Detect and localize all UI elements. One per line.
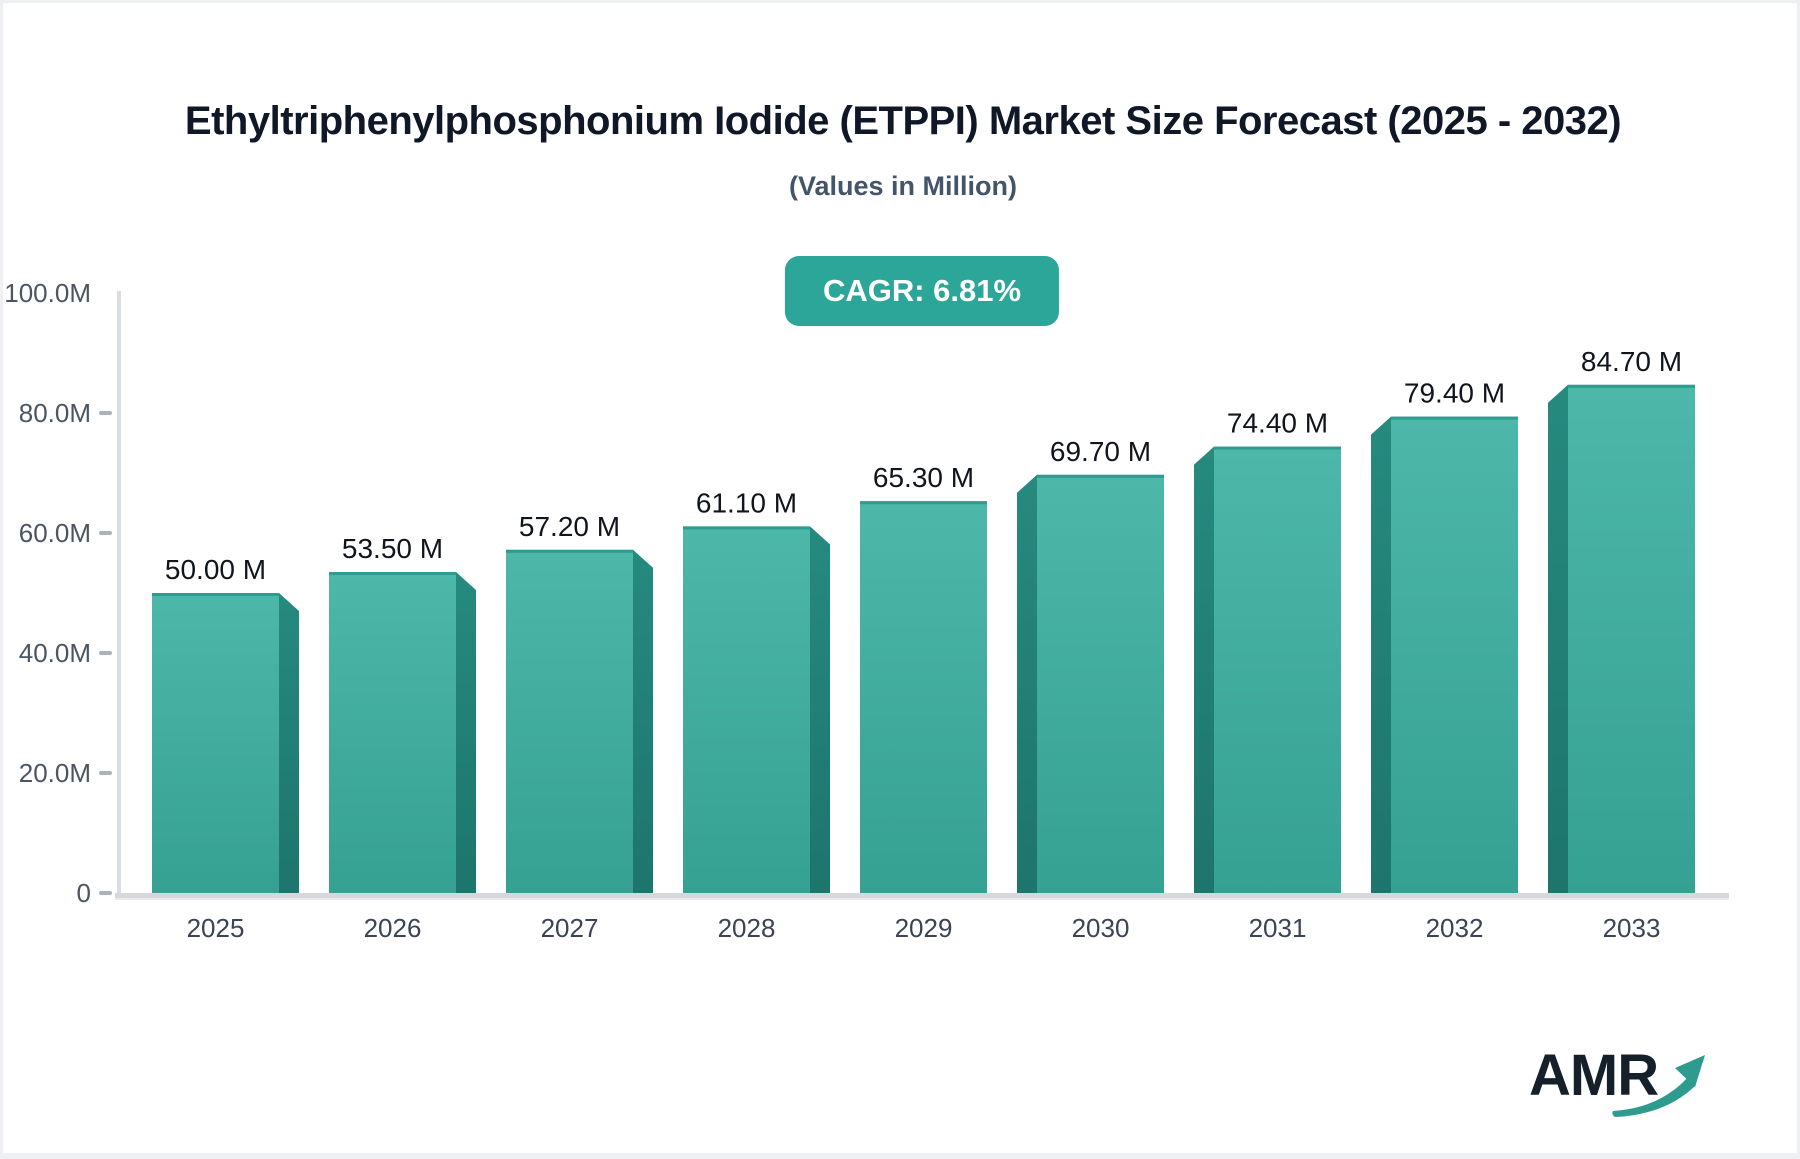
y-tick-dash [99, 651, 112, 655]
y-tick-label: 40.0M [19, 638, 91, 668]
bar-value-label: 61.10 M [696, 487, 797, 518]
bar-value-label: 84.70 M [1581, 346, 1682, 377]
amr-logo-text: AMR [1529, 1043, 1658, 1108]
bar-front-face [860, 501, 987, 893]
bar-side-face [633, 549, 653, 893]
bar-side-face [1548, 384, 1568, 893]
bar-2032[interactable]: 79.40 M 2032 [1371, 378, 1518, 943]
bar-value-label: 74.40 M [1227, 408, 1328, 439]
chart-subtitle: (Values in Million) [788, 171, 1018, 201]
bar-chart: 100.0M 80.0M 60.0M 40.0M 20.0M 0 50.00 M 2025 53… [4, 278, 1729, 943]
bar-top-edge [1568, 384, 1695, 388]
bar-top-edge [1391, 416, 1518, 420]
bar-value-label: 69.70 M [1050, 436, 1151, 467]
bar-2030[interactable]: 69.70 M 2030 [1017, 436, 1164, 943]
bar-front-face [683, 526, 810, 893]
x-axis-label: 2030 [1072, 913, 1130, 943]
bar-2031[interactable]: 74.40 M 2031 [1194, 408, 1341, 943]
y-axis-line [117, 291, 121, 893]
amr-logo-arrow-head [1675, 1055, 1705, 1087]
bar-front-face [1214, 446, 1341, 893]
bar-value-label: 50.00 M [165, 554, 266, 585]
bar-2026[interactable]: 53.50 M 2026 [329, 533, 476, 943]
y-tick-label: 20.0M [19, 758, 91, 788]
x-axis-label: 2031 [1249, 913, 1307, 943]
bar-side-face [1194, 446, 1214, 893]
bar-top-edge [860, 501, 987, 505]
amr-logo-arrow-swoosh [1612, 1077, 1696, 1117]
bar-value-label: 79.40 M [1404, 378, 1505, 409]
cagr-badge: CAGR: 6.81% [784, 256, 1060, 326]
bar-side-face [810, 526, 830, 893]
bar-top-edge [329, 572, 456, 575]
x-axis-label: 2026 [364, 913, 422, 943]
bar-2033[interactable]: 84.70 M 2033 [1548, 346, 1695, 943]
bar-front-face [1568, 384, 1695, 893]
y-tick-dash [99, 531, 112, 535]
bar-top-edge [506, 549, 633, 553]
x-axis-label: 2027 [541, 913, 599, 943]
y-tick-label: 100.0M [4, 278, 91, 308]
x-axis-line-shadow [115, 898, 1729, 900]
x-axis-line [115, 893, 1729, 898]
x-axis-label: 2028 [718, 913, 776, 943]
x-axis-label: 2029 [895, 913, 953, 943]
bar-2027[interactable]: 57.20 M 2027 [506, 511, 653, 943]
bar-front-face [152, 593, 279, 893]
bar-value-label: 57.20 M [519, 511, 620, 542]
chart-title: Ethyltriphenylphosphonium Iodide (ETPPI)… [184, 99, 1622, 143]
amr-logo: AMR [1529, 1043, 1705, 1117]
bar-front-face [1037, 474, 1164, 893]
bar-front-face [1391, 416, 1518, 893]
bar-value-label: 65.30 M [873, 462, 974, 493]
y-tick-label: 0 [77, 878, 91, 908]
y-tick-dash [99, 411, 112, 415]
chart-card: Ethyltriphenylphosphonium Iodide (ETPPI)… [3, 3, 1797, 1153]
x-axis-label: 2025 [187, 913, 245, 943]
bar-front-face [506, 549, 633, 893]
bar-side-face [1371, 416, 1391, 893]
bar-2029[interactable]: 65.30 M 2029 [860, 462, 987, 943]
bar-top-edge [152, 593, 279, 596]
y-tick-label: 80.0M [19, 398, 91, 428]
y-tick-dash [99, 771, 112, 775]
y-tick-label: 60.0M [19, 518, 91, 548]
bar-2028[interactable]: 61.10 M 2028 [683, 487, 830, 943]
x-axis-label: 2032 [1426, 913, 1484, 943]
bar-value-label: 53.50 M [342, 533, 443, 564]
bar-side-face [279, 593, 299, 893]
bar-side-face [1017, 474, 1037, 893]
bar-top-edge [1037, 474, 1164, 478]
bar-top-edge [1214, 446, 1341, 450]
bar-front-face [329, 572, 456, 893]
bar-side-face [456, 572, 476, 893]
bar-2025[interactable]: 50.00 M 2025 [152, 554, 299, 943]
bar-top-edge [683, 526, 810, 530]
x-axis-label: 2033 [1603, 913, 1661, 943]
y-tick-dash [99, 891, 112, 895]
